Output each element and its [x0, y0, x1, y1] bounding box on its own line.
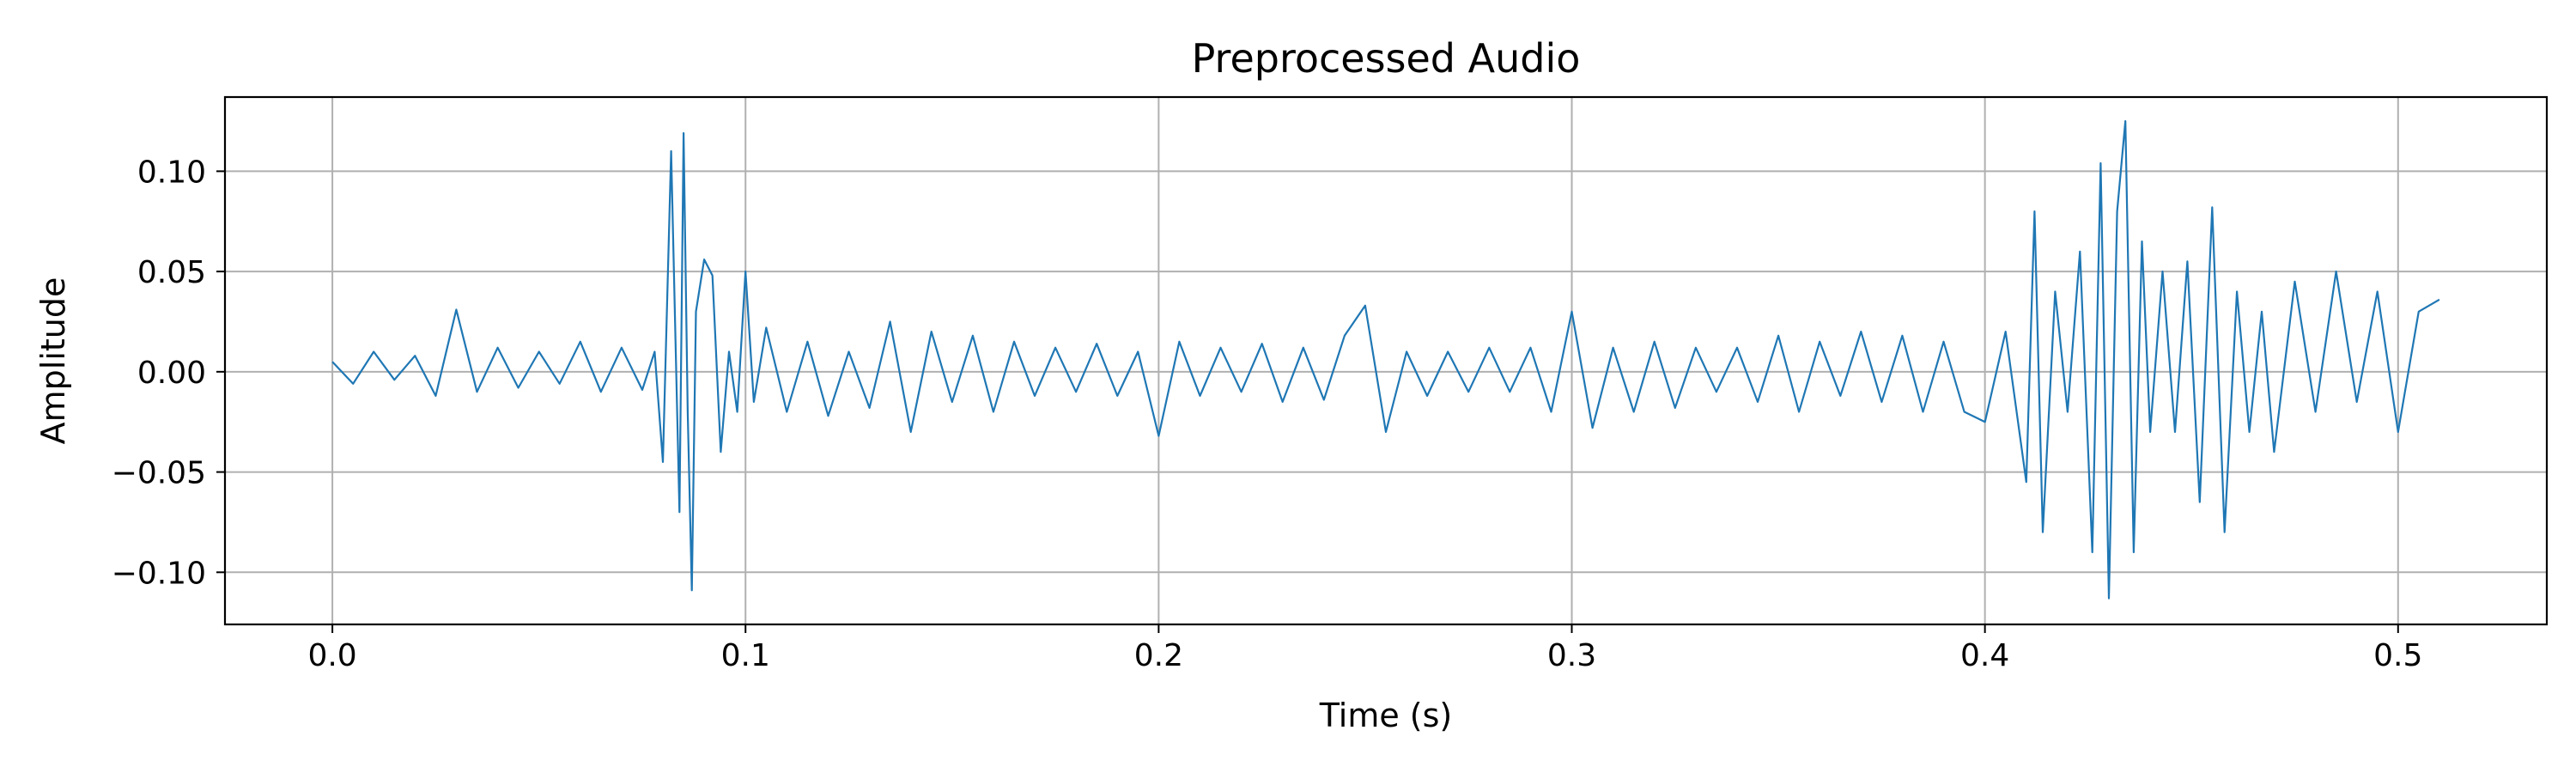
x-tick-label: 0.4 — [1960, 638, 2009, 673]
x-tick-label: 0.0 — [307, 638, 356, 673]
x-tick-label: 0.2 — [1134, 638, 1183, 673]
x-axis-title: Time (s) — [1319, 697, 1453, 734]
grid-layer — [225, 97, 2547, 624]
y-tick-label: 0.05 — [137, 255, 206, 290]
chart-title: Preprocessed Audio — [1192, 35, 1581, 82]
series-layer — [331, 119, 2440, 600]
y-tick-label: 0.10 — [137, 155, 206, 190]
y-tick-label: −0.05 — [112, 456, 206, 491]
plot-area-frame — [223, 95, 2549, 626]
waveform-line — [331, 119, 2440, 600]
y-tick-label: 0.00 — [137, 356, 206, 391]
tick-layer: 0.0 0.1 0.2 0.3 0.4 0.5 −0.10 −0.05 0.00 0.05 0.10 — [112, 155, 2423, 673]
x-tick-label: 0.3 — [1547, 638, 1596, 673]
y-tick-label: −0.10 — [112, 556, 206, 591]
x-tick-label: 0.5 — [2373, 638, 2422, 673]
y-axis-title: Amplitude — [34, 277, 72, 445]
x-tick-label: 0.1 — [721, 638, 770, 673]
